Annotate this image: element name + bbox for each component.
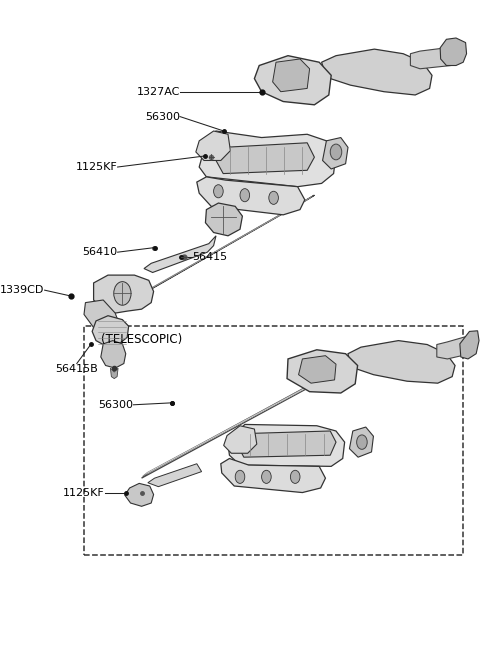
- Polygon shape: [238, 431, 336, 457]
- Polygon shape: [94, 275, 154, 313]
- Polygon shape: [323, 138, 348, 169]
- Text: (TELESCOPIC): (TELESCOPIC): [101, 333, 182, 346]
- Polygon shape: [440, 38, 467, 66]
- Text: 1125KF: 1125KF: [76, 162, 118, 172]
- Circle shape: [114, 282, 131, 305]
- Polygon shape: [196, 131, 230, 160]
- Bar: [84, 326, 463, 555]
- Text: 1327AC: 1327AC: [137, 86, 180, 97]
- Polygon shape: [287, 350, 358, 393]
- Circle shape: [269, 191, 278, 204]
- Polygon shape: [348, 341, 455, 383]
- Polygon shape: [110, 195, 314, 312]
- Circle shape: [214, 185, 223, 198]
- Polygon shape: [101, 341, 126, 368]
- Circle shape: [235, 470, 245, 483]
- Text: 1339CD: 1339CD: [0, 285, 45, 295]
- Polygon shape: [221, 458, 325, 493]
- Polygon shape: [125, 483, 154, 506]
- Polygon shape: [216, 143, 314, 174]
- Polygon shape: [254, 56, 331, 105]
- Text: 56300: 56300: [98, 400, 133, 410]
- Text: 1125KF: 1125KF: [63, 487, 105, 498]
- Polygon shape: [144, 236, 216, 272]
- Polygon shape: [228, 424, 345, 466]
- Text: 56410: 56410: [83, 247, 118, 257]
- Circle shape: [240, 189, 250, 202]
- Circle shape: [330, 144, 342, 160]
- Text: 56415B: 56415B: [55, 364, 98, 373]
- Polygon shape: [437, 337, 473, 359]
- Circle shape: [262, 470, 271, 483]
- Polygon shape: [460, 331, 479, 359]
- Text: 56300: 56300: [145, 111, 180, 122]
- Polygon shape: [111, 196, 312, 311]
- Polygon shape: [143, 367, 344, 476]
- Polygon shape: [299, 356, 336, 383]
- Polygon shape: [92, 316, 129, 346]
- Polygon shape: [273, 59, 310, 92]
- Circle shape: [357, 435, 367, 449]
- Polygon shape: [84, 300, 120, 334]
- Polygon shape: [205, 203, 242, 236]
- Polygon shape: [142, 365, 346, 478]
- Polygon shape: [349, 427, 373, 457]
- Polygon shape: [224, 426, 257, 453]
- Text: 56415: 56415: [192, 252, 227, 263]
- Polygon shape: [197, 177, 305, 215]
- Polygon shape: [110, 368, 118, 379]
- Polygon shape: [148, 464, 202, 487]
- Polygon shape: [410, 47, 461, 69]
- Polygon shape: [199, 131, 336, 187]
- Polygon shape: [322, 49, 432, 95]
- Circle shape: [290, 470, 300, 483]
